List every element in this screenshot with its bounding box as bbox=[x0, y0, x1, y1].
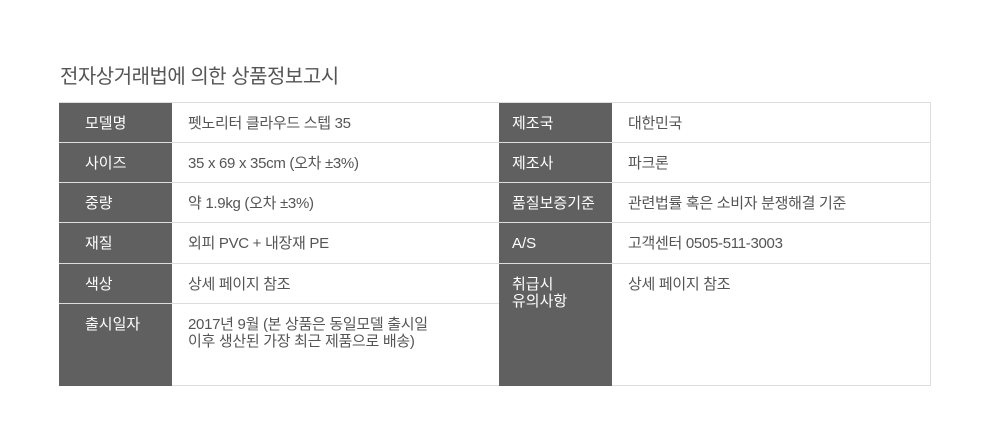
page-title: 전자상거래법에 의한 상품정보고시 bbox=[60, 66, 339, 88]
value-warranty: 관련법률 혹은 소비자 분쟁해결 기준 bbox=[628, 195, 846, 212]
table-row-handling-notes: 취급시 유의사항 상세 페이지 참조 bbox=[499, 264, 930, 386]
value-release-date: 2017년 9월 (본 상품은 동일모델 출시일 이후 생산된 가장 최근 제품… bbox=[172, 304, 499, 386]
label-handling-notes-line1: 취급시 bbox=[512, 276, 554, 293]
label-model: 모델명 bbox=[59, 103, 172, 142]
label-material: 재질 bbox=[59, 223, 172, 263]
value-material: 외피 PVC + 내장재 PE bbox=[188, 235, 329, 252]
table-row-country: 제조국 대한민국 bbox=[499, 103, 930, 143]
table-row-size: 사이즈 35 x 69 x 35cm (오차 ±3%) bbox=[59, 143, 499, 183]
product-info-table-right: 제조국 대한민국 제조사 파크론 품질보증기준 관련법률 혹은 소비자 분쟁해결… bbox=[499, 102, 931, 386]
label-handling-notes: 취급시 유의사항 bbox=[499, 264, 612, 386]
label-color: 색상 bbox=[59, 264, 172, 303]
table-row-warranty: 품질보증기준 관련법률 혹은 소비자 분쟁해결 기준 bbox=[499, 183, 930, 223]
product-info-table-left: 모델명 펫노리터 클라우드 스텝 35 사이즈 35 x 69 x 35cm (… bbox=[59, 102, 499, 386]
value-model: 펫노리터 클라우드 스텝 35 bbox=[188, 115, 351, 132]
table-row-as: A/S 고객센터 0505-511-3003 bbox=[499, 223, 930, 264]
value-weight: 약 1.9kg (오차 ±3%) bbox=[188, 195, 314, 212]
label-country: 제조국 bbox=[499, 103, 612, 142]
label-weight: 중량 bbox=[59, 183, 172, 222]
label-warranty: 품질보증기준 bbox=[499, 183, 612, 222]
label-release-date: 출시일자 bbox=[59, 304, 172, 386]
value-country: 대한민국 bbox=[628, 115, 683, 132]
value-handling-notes: 상세 페이지 참조 bbox=[628, 276, 731, 293]
value-release-date-line1: 2017년 9월 (본 상품은 동일모델 출시일 bbox=[188, 316, 428, 333]
table-row-model: 모델명 펫노리터 클라우드 스텝 35 bbox=[59, 103, 499, 143]
table-row-manufacturer: 제조사 파크론 bbox=[499, 143, 930, 183]
value-as: 고객센터 0505-511-3003 bbox=[628, 235, 783, 252]
label-handling-notes-line2: 유의사항 bbox=[512, 293, 568, 310]
value-color: 상세 페이지 참조 bbox=[188, 276, 291, 293]
value-release-date-line2: 이후 생산된 가장 최근 제품으로 배송) bbox=[188, 333, 415, 350]
value-manufacturer: 파크론 bbox=[628, 155, 669, 172]
table-row-release-date: 출시일자 2017년 9월 (본 상품은 동일모델 출시일 이후 생산된 가장 … bbox=[59, 304, 499, 386]
table-row-color: 색상 상세 페이지 참조 bbox=[59, 264, 499, 304]
table-row-weight: 중량 약 1.9kg (오차 ±3%) bbox=[59, 183, 499, 223]
table-row-material: 재질 외피 PVC + 내장재 PE bbox=[59, 223, 499, 264]
value-size: 35 x 69 x 35cm (오차 ±3%) bbox=[188, 155, 359, 172]
label-manufacturer: 제조사 bbox=[499, 143, 612, 182]
label-size: 사이즈 bbox=[59, 143, 172, 182]
label-as: A/S bbox=[499, 223, 612, 263]
